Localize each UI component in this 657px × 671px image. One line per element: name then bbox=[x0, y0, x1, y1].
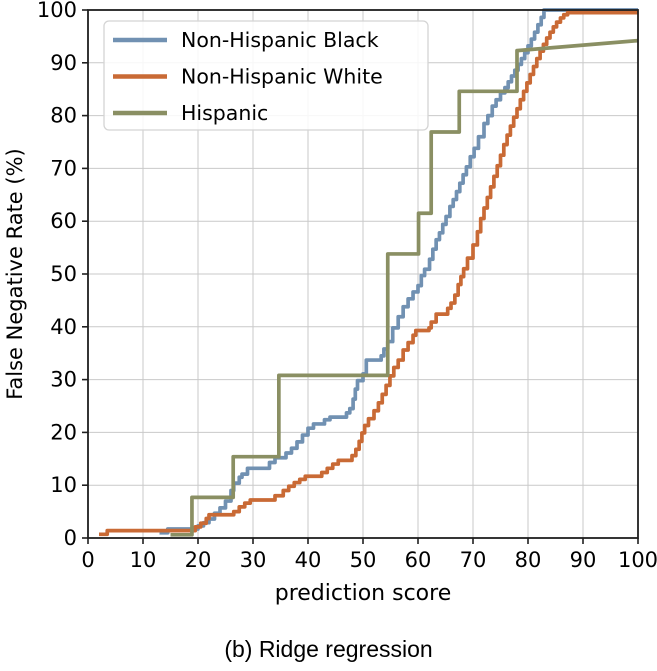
x-axis-label: prediction score bbox=[275, 581, 451, 606]
x-tick-label: 50 bbox=[350, 548, 377, 572]
figure-caption: (b) Ridge regression bbox=[224, 636, 433, 662]
y-tick-label: 90 bbox=[50, 51, 77, 75]
x-tick-label: 40 bbox=[295, 548, 322, 572]
x-tick-label: 100 bbox=[618, 548, 657, 572]
legend: Non-Hispanic Black Non-Hispanic White Hisp… bbox=[103, 20, 429, 131]
x-tick-label: 0 bbox=[81, 548, 94, 572]
x-tick-label: 20 bbox=[185, 548, 212, 572]
legend-label-non-hispanic-black: Non-Hispanic Black bbox=[181, 28, 379, 52]
legend-label-hispanic: Hispanic bbox=[181, 101, 268, 125]
legend-label-non-hispanic-white: Non-Hispanic White bbox=[181, 65, 383, 89]
y-tick-label: 20 bbox=[50, 420, 77, 444]
x-tick-label: 10 bbox=[130, 548, 157, 572]
legend-frame bbox=[103, 20, 429, 131]
y-tick-label: 60 bbox=[50, 209, 77, 233]
y-tick-label: 0 bbox=[64, 526, 77, 550]
y-tick-label: 70 bbox=[50, 156, 77, 180]
x-tick-label: 80 bbox=[515, 548, 542, 572]
y-tick-label: 80 bbox=[50, 104, 77, 128]
y-tick-label: 10 bbox=[50, 473, 77, 497]
series-line-non-hispanic-white bbox=[99, 10, 638, 537]
x-tick-label: 70 bbox=[460, 548, 487, 572]
x-tick-label: 30 bbox=[240, 548, 267, 572]
series-line-non-hispanic-black bbox=[159, 8, 638, 535]
x-tick-label: 60 bbox=[405, 548, 432, 572]
y-tick-label: 40 bbox=[50, 315, 77, 339]
y-tick-label: 30 bbox=[50, 368, 77, 392]
y-tick-label: 50 bbox=[50, 262, 77, 286]
y-tick-label: 100 bbox=[37, 0, 77, 22]
y-axis-label: False Negative Rate (%) bbox=[3, 148, 27, 399]
x-tick-label: 90 bbox=[570, 548, 597, 572]
fnr-vs-prediction-score-chart: 0 10 20 30 40 50 60 70 80 90 100 0 10 20 30 40 50 60 70 80 9… bbox=[3, 0, 657, 606]
series-line-hispanic bbox=[170, 38, 639, 537]
